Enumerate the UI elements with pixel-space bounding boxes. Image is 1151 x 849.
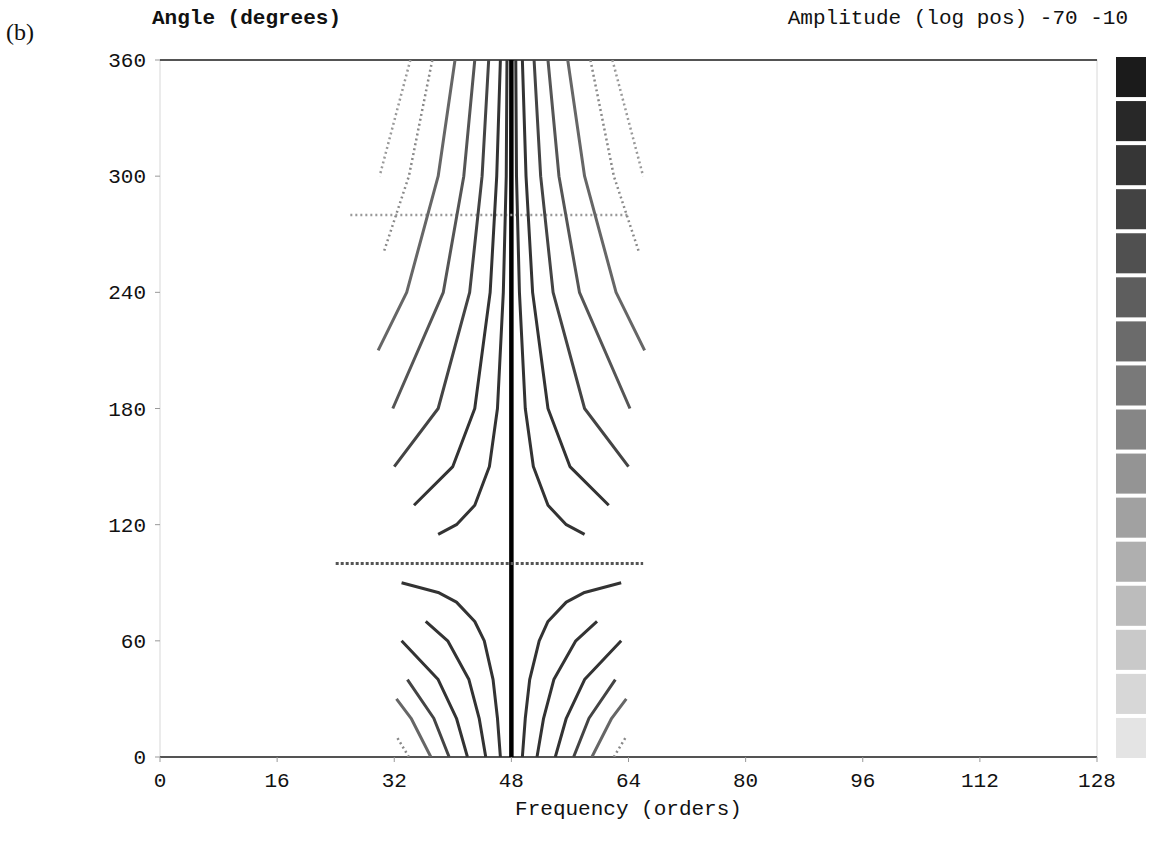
colorbar-swatch	[1116, 145, 1146, 185]
y-tick-label: 300	[108, 166, 146, 189]
y-tick-label: 360	[108, 50, 146, 73]
y-tick	[155, 60, 160, 61]
x-tick	[1097, 757, 1098, 762]
x-tick	[862, 757, 863, 762]
colorbar-swatch	[1116, 57, 1146, 97]
series-line	[612, 60, 643, 176]
y-tick	[155, 640, 160, 641]
colorbar-swatch	[1116, 542, 1146, 582]
series-line	[380, 60, 411, 176]
y-tick	[155, 292, 160, 293]
series-line	[426, 621, 486, 757]
colorbar-swatch	[1116, 630, 1146, 670]
colorbar-swatch	[1116, 101, 1146, 141]
plot-frame	[160, 60, 1097, 757]
series-line	[555, 641, 621, 757]
panel-label: (b)	[6, 19, 34, 45]
colorbar-swatch	[1116, 454, 1146, 494]
series-line	[614, 738, 626, 757]
x-tick-label: 80	[733, 770, 758, 793]
x-tick	[628, 757, 629, 762]
x-tick-label: 48	[499, 770, 524, 793]
colorbar-swatch	[1116, 365, 1146, 405]
x-tick-label: 64	[616, 770, 641, 793]
x-tick-label: 128	[1078, 770, 1116, 793]
x-tick	[394, 757, 395, 762]
colorbar-swatch	[1116, 321, 1146, 361]
series-line	[590, 60, 639, 254]
y-tick	[155, 757, 160, 758]
colorbar-swatch	[1116, 410, 1146, 450]
chart: 0 16 32 48 64 80 96 112 128 0 60 120 180 240 300 360 (b)…	[0, 0, 1151, 849]
colorbar-swatch	[1116, 277, 1146, 317]
series-line	[336, 562, 643, 565]
series-line	[393, 60, 475, 409]
y-tick	[155, 176, 160, 177]
y-tick-label: 180	[108, 399, 146, 422]
y-tick-label: 60	[121, 631, 146, 654]
x-tick-label: 32	[382, 770, 407, 793]
series-line	[383, 60, 432, 254]
y-tick-label: 0	[133, 747, 146, 770]
x-tick	[511, 757, 512, 762]
series-line	[574, 680, 616, 757]
series-line	[537, 621, 597, 757]
series-line	[378, 60, 455, 350]
x-tick	[277, 757, 278, 762]
y-axis-title: Angle (degrees)	[152, 7, 341, 30]
series-line	[592, 699, 626, 757]
series-line	[407, 680, 449, 757]
series-line	[350, 214, 628, 217]
series-line	[397, 738, 409, 757]
series-line	[396, 699, 430, 757]
series-line	[402, 641, 468, 757]
colorbar-swatch	[1116, 718, 1146, 758]
x-tick-label: 0	[154, 770, 167, 793]
x-tick	[745, 757, 746, 762]
colorbar-swatch	[1116, 498, 1146, 538]
x-axis-title: Frequency (orders)	[515, 798, 742, 821]
series-line	[414, 60, 500, 505]
series-line	[394, 60, 488, 467]
top-axis-line	[160, 59, 1097, 61]
colorbar-swatch	[1116, 189, 1146, 229]
x-tick	[160, 757, 161, 762]
x-tick	[979, 757, 980, 762]
x-tick-label: 16	[265, 770, 290, 793]
series-line	[534, 60, 628, 467]
series-line	[568, 60, 645, 350]
series-line	[522, 60, 608, 505]
y-tick-label: 240	[108, 282, 146, 305]
x-tick-label: 96	[850, 770, 875, 793]
series-line	[509, 60, 514, 757]
y-tick	[155, 524, 160, 525]
series-line	[548, 60, 630, 409]
x-tick-label: 112	[961, 770, 999, 793]
y-tick-label: 120	[108, 515, 146, 538]
colorbar-title: Amplitude (log pos) -70 -10	[788, 7, 1128, 30]
colorbar-swatch	[1116, 586, 1146, 626]
y-tick	[155, 408, 160, 409]
colorbar-swatch	[1116, 674, 1146, 714]
colorbar-swatch	[1116, 233, 1146, 273]
data-group	[336, 60, 645, 757]
